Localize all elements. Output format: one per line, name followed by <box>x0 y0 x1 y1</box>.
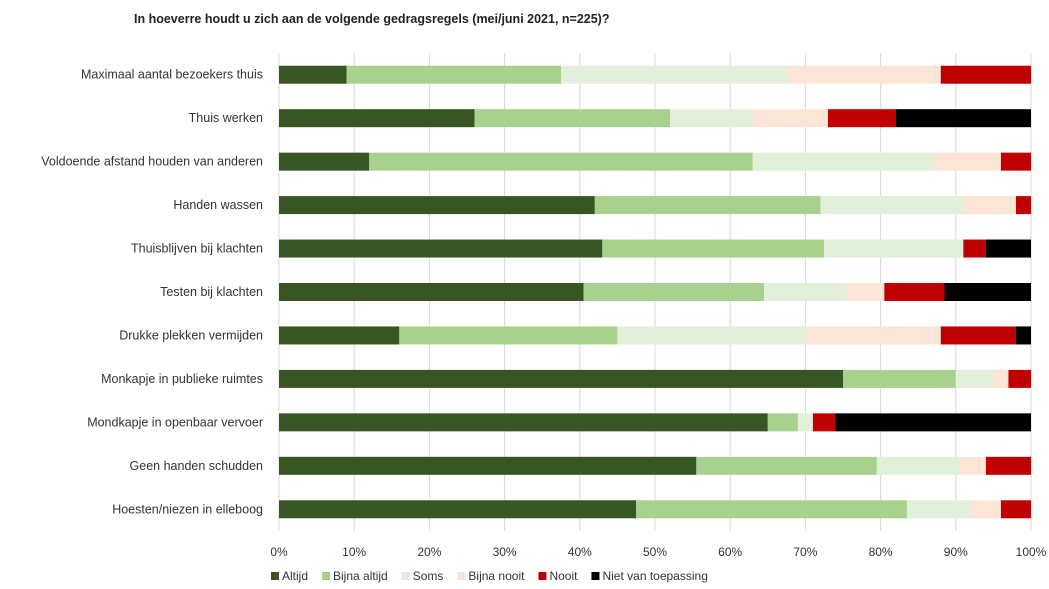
bar-segment <box>955 369 994 388</box>
bar-segment <box>812 413 836 432</box>
bar-segment <box>279 369 843 388</box>
legend-swatch <box>538 572 547 580</box>
bar-segment <box>279 500 637 519</box>
category-label: Monkapje in publieke ruimtes <box>101 372 263 386</box>
category-label: Thuisblijven bij klachten <box>131 242 263 256</box>
bar-segment <box>993 369 1009 388</box>
legend-swatch <box>591 572 600 580</box>
bar-segment <box>399 326 618 345</box>
bar-segment <box>1015 326 1031 345</box>
bar-segment <box>933 152 1001 171</box>
bar-segment <box>1008 369 1031 388</box>
bar-segment <box>786 65 941 84</box>
x-tick-label: 20% <box>417 545 441 559</box>
bar-segment <box>835 413 1031 432</box>
legend-label: Bijna nooit <box>468 569 525 583</box>
x-tick-label: 40% <box>568 545 592 559</box>
bar-segment <box>895 109 1031 128</box>
x-tick-label: 80% <box>869 545 893 559</box>
legend-label: Nooit <box>549 569 578 583</box>
bar-segment <box>940 326 1016 345</box>
bar-segment <box>1015 196 1031 215</box>
bar-segment <box>805 326 941 345</box>
category-label: Mondkapje in openbaar vervoer <box>87 415 263 429</box>
bar-segment <box>843 369 956 388</box>
bar-segment <box>752 109 828 128</box>
x-tick-label: 60% <box>718 545 742 559</box>
bar-segment <box>279 283 584 301</box>
bar-segment <box>846 283 885 301</box>
x-tick-label: 10% <box>342 545 366 559</box>
category-label: Thuis werken <box>189 111 263 125</box>
bar-segment <box>279 152 370 171</box>
legend-label: Altijd <box>282 569 308 583</box>
legend-swatch <box>457 572 466 580</box>
bar-segment <box>764 283 847 301</box>
bar-segment <box>279 109 475 128</box>
bar-segment <box>940 65 1031 84</box>
bar-segment <box>944 283 1031 301</box>
legend-swatch <box>322 572 331 580</box>
category-label: Hoesten/niezen in elleboog <box>112 502 263 516</box>
bar-segment <box>346 65 561 84</box>
bar-segment <box>1000 500 1031 519</box>
bar-segment <box>279 239 603 258</box>
bar-segment <box>636 500 907 519</box>
x-tick-label: 50% <box>643 545 667 559</box>
bar-segment <box>279 456 697 475</box>
legend-swatch <box>401 572 410 580</box>
legend-label: Niet van toepassing <box>602 569 707 583</box>
bar-segment <box>617 326 806 345</box>
bar-segment <box>827 109 896 128</box>
bar-segment <box>985 456 1031 475</box>
bar-segment <box>1000 152 1031 171</box>
x-tick-label: 90% <box>944 545 968 559</box>
chart-title: In hoeverre houdt u zich aan de volgende… <box>134 12 610 26</box>
bar-segment <box>670 109 753 128</box>
bar-segment <box>279 196 595 215</box>
category-label: Testen bij klachten <box>160 285 263 299</box>
bar-segment <box>369 152 753 171</box>
legend-swatch <box>271 572 279 580</box>
bar-segment <box>884 283 945 301</box>
bar-segment <box>797 413 813 432</box>
category-label: Voldoende afstand houden van anderen <box>41 155 263 169</box>
bar-segment <box>876 456 960 475</box>
legend-label: Bijna altijd <box>333 569 388 583</box>
bar-segment <box>963 239 986 258</box>
bar-segment <box>820 196 964 215</box>
bar-segment <box>583 283 765 301</box>
bar-segment <box>474 109 671 128</box>
bar-segment <box>767 413 798 432</box>
bar-segment <box>594 196 821 215</box>
x-tick-label: 0% <box>270 545 288 559</box>
bar-segment <box>279 65 347 84</box>
bar-segment <box>561 65 787 84</box>
category-label: Geen handen schudden <box>130 459 263 473</box>
bar-segment <box>279 413 768 432</box>
category-label: Handen wassen <box>173 198 263 212</box>
bar-segment <box>824 239 964 258</box>
bar-segment <box>963 196 1016 215</box>
x-tick-label: 70% <box>793 545 817 559</box>
bar-segment <box>696 456 877 475</box>
bar-segment <box>906 500 971 519</box>
bar-segment <box>970 500 1001 519</box>
category-label: Drukke plekken vermijden <box>119 328 263 342</box>
category-label: Maximaal aantal bezoekers thuis <box>81 68 263 82</box>
x-tick-label: 30% <box>493 545 517 559</box>
bar-segment <box>985 239 1031 258</box>
bar-segment <box>752 152 934 171</box>
bar-segment <box>602 239 825 258</box>
bar-segment <box>279 326 400 345</box>
legend-label: Soms <box>413 569 444 583</box>
x-tick-label: 100% <box>1016 545 1047 559</box>
bar-segment <box>959 456 986 475</box>
